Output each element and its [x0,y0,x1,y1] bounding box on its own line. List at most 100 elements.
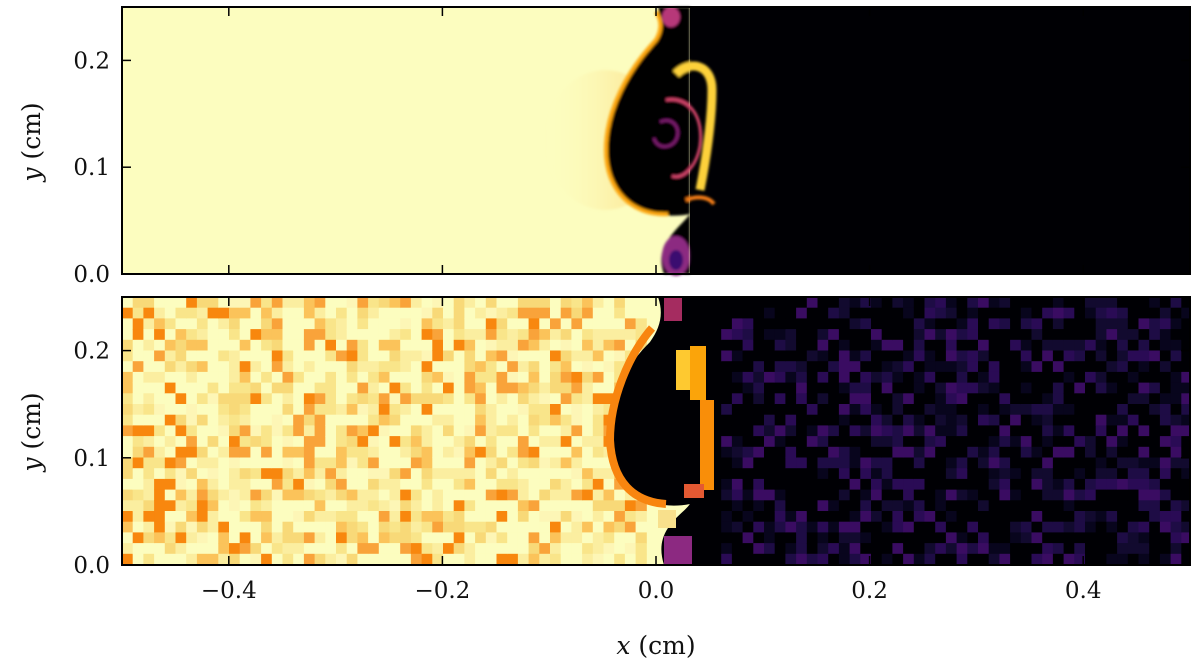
noise-pixel [945,414,958,426]
noise-pixel [154,532,166,544]
noise-pixel [1010,446,1022,458]
noise-pixel [293,489,305,501]
noise-pixel [828,329,840,341]
noise-pixel [913,329,925,341]
noise-pixel [261,511,273,523]
noise-pixel [785,371,797,384]
noise-pixel [175,318,187,330]
noise-pixel [1020,532,1032,544]
noise-pixel [774,500,786,512]
noise-pixel [945,297,958,309]
noise-pixel [603,297,615,309]
noise-pixel [1095,543,1107,555]
noise-pixel [261,478,273,491]
noise-pixel [453,404,465,416]
noise-pixel [218,468,230,480]
noise-pixel [1181,511,1191,523]
noise-pixel [1170,414,1182,426]
noise-pixel [1031,339,1043,351]
noise-pixel [785,511,797,523]
noise-pixel [261,468,273,480]
noise-pixel [410,425,423,437]
noise-pixel [945,329,958,341]
noise-pixel [764,361,776,373]
noise-pixel [464,425,476,437]
noise-pixel [753,436,765,448]
noise-pixel [731,307,744,319]
noise-pixel [560,297,572,309]
noise-pixel [785,457,797,469]
noise-pixel [871,468,883,480]
noise-pixel [731,361,744,373]
noise-pixel [132,478,144,491]
noise-pixel [507,468,519,480]
noise-pixel [1149,404,1161,416]
noise-pixel [849,457,861,469]
noise-pixel [485,511,497,523]
noise-pixel [293,382,305,394]
noise-pixel [1095,457,1107,469]
noise-pixel [1138,532,1150,544]
noise-pixel [186,361,198,373]
noise-pixel [1042,350,1054,362]
noise-pixel [218,553,230,565]
noise-pixel [410,500,423,512]
noise-pixel [999,350,1011,362]
noise-pixel [378,329,390,341]
noise-pixel [1085,478,1097,491]
noise-pixel [1010,489,1022,501]
noise-pixel [785,543,797,555]
ytick-label: 0.1 [73,155,110,181]
noise-pixel [796,446,808,458]
noise-pixel [796,478,808,491]
noise-pixel [218,329,230,341]
noise-pixel [849,446,861,458]
noise-pixel [1117,297,1129,309]
noise-pixel [806,307,818,319]
noise-pixel [336,361,348,373]
noise-pixel [764,425,776,437]
noise-pixel [892,307,904,319]
noise-pixel [1127,318,1139,330]
noise-pixel [774,339,786,351]
noise-pixel [999,339,1011,351]
noise-pixel [1042,414,1054,426]
noise-pixel [239,436,251,448]
noise-pixel [860,371,872,384]
noise-pixel [336,468,348,480]
noise-pixel [1117,489,1129,501]
noise-pixel [913,414,925,426]
noise-pixel [753,446,765,458]
noise-pixel [475,404,487,416]
noise-pixel [496,436,508,448]
noise-pixel [507,457,519,469]
noise-pixel [731,478,744,491]
noise-pixel [571,478,583,491]
noise-pixel [935,329,947,341]
noise-pixel [1106,457,1118,469]
noise-pixel [346,532,358,544]
noise-pixel [389,489,401,501]
noise-pixel [903,511,915,523]
noise-pixel [742,393,754,405]
noise-pixel [336,329,348,341]
noise-pixel [742,339,754,351]
noise-pixel [1159,404,1172,416]
noise-pixel [496,404,508,416]
noise-pixel [207,361,219,373]
noise-pixel [186,489,198,501]
noise-pixel [764,436,776,448]
noise-pixel [967,414,979,426]
noise-pixel [154,297,166,309]
noise-pixel [218,521,230,533]
noise-pixel [132,318,144,330]
noise-pixel [1138,425,1150,437]
noise-pixel [336,297,348,309]
noise-pixel [207,521,219,533]
noise-pixel [282,329,294,341]
noise-pixel [400,436,412,448]
noise-pixel [229,468,241,480]
noise-pixel [753,511,765,523]
noise-pixel [838,511,851,523]
noise-pixel [550,382,562,394]
